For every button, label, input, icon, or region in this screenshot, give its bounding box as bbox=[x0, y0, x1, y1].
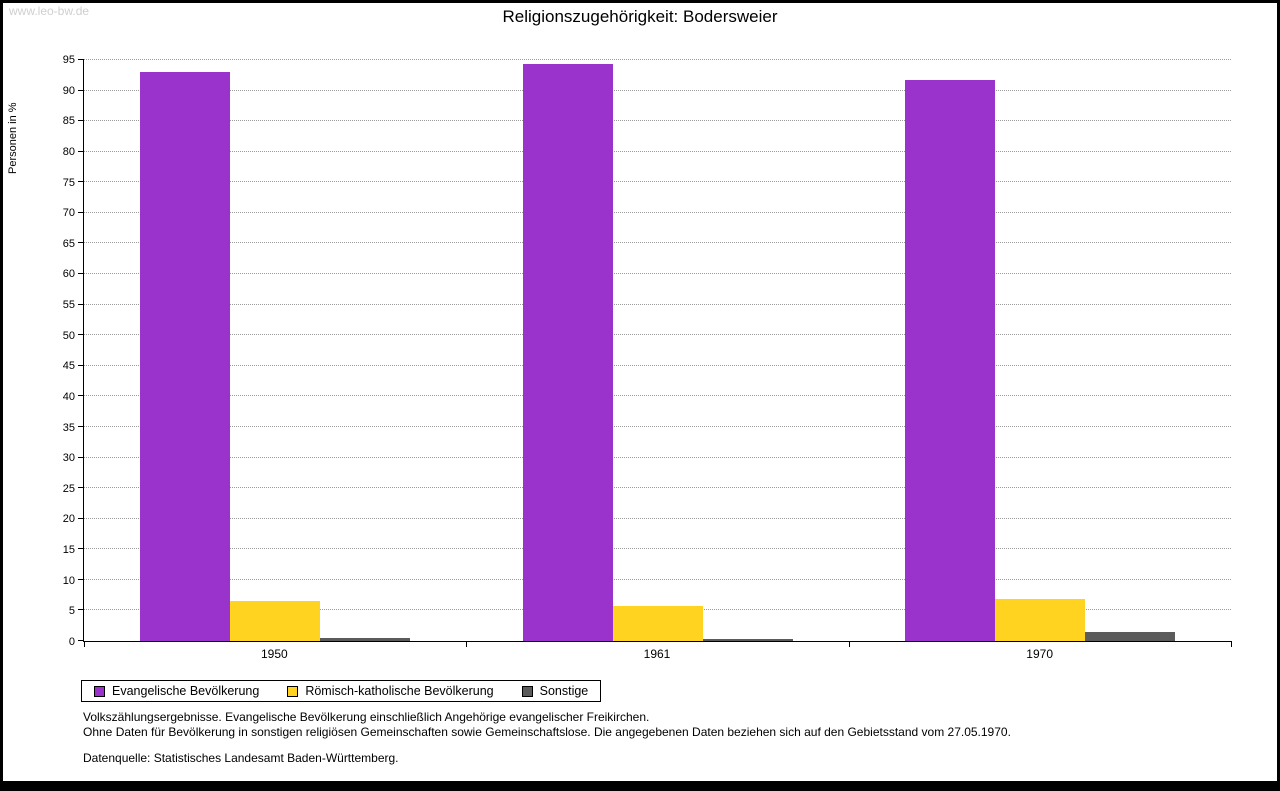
legend-swatch-icon bbox=[521, 685, 533, 697]
y-tick-label: 0 bbox=[68, 636, 75, 648]
y-tick-label: 80 bbox=[62, 145, 75, 158]
x-category-label: 1950 bbox=[260, 647, 288, 661]
y-tick bbox=[78, 181, 84, 183]
gridline bbox=[84, 548, 1231, 550]
y-tick-label: 65 bbox=[62, 237, 75, 250]
gridline bbox=[84, 59, 1231, 60]
legend-swatch-icon bbox=[94, 685, 105, 697]
bar-evangelische-bev-lkerung-1961 bbox=[522, 64, 613, 641]
legend: Evangelische Bevölkerung Römisch-katholis… bbox=[81, 680, 602, 702]
y-tick bbox=[78, 425, 84, 427]
legend-item-sonstige: Sonstige bbox=[521, 684, 589, 698]
x-category-label: 1961 bbox=[643, 647, 671, 661]
bar-sonstige-1961 bbox=[702, 639, 793, 641]
y-tick bbox=[78, 640, 84, 641]
bar-sonstige-1950 bbox=[320, 637, 411, 641]
x-tick bbox=[848, 641, 850, 647]
y-tick bbox=[78, 59, 84, 60]
x-tick bbox=[1231, 641, 1232, 647]
y-tick-label: 55 bbox=[62, 299, 75, 312]
x-category-label: 1970 bbox=[1026, 647, 1054, 661]
y-tick bbox=[78, 334, 84, 336]
x-axis-labels: 1950 1961 1970 bbox=[83, 647, 1231, 663]
footnote-line-1: Volkszählungsergebnisse. Evangelische Be… bbox=[83, 710, 650, 724]
y-tick bbox=[78, 211, 84, 213]
legend-swatch-icon bbox=[287, 685, 299, 697]
bar-sonstige-1970 bbox=[1084, 632, 1175, 641]
y-tick bbox=[78, 120, 84, 122]
y-tick bbox=[78, 609, 84, 611]
legend-label: Römisch-katholische Bevölkerung bbox=[305, 684, 494, 698]
y-tick-label: 30 bbox=[62, 452, 75, 465]
bar-r-misch-katholische-bev-lkerung-1970 bbox=[994, 598, 1085, 641]
gridline bbox=[84, 425, 1231, 427]
y-tick bbox=[78, 273, 84, 275]
gridline bbox=[84, 487, 1231, 489]
legend-label: Sonstige bbox=[539, 684, 589, 698]
y-tick-label: 75 bbox=[62, 176, 75, 189]
footnote-line-2: Ohne Daten für Bevölkerung in sonstigen … bbox=[83, 725, 1011, 739]
y-tick bbox=[78, 517, 84, 519]
y-tick-label: 60 bbox=[62, 268, 75, 281]
legend-label: Evangelische Bevölkerung bbox=[112, 684, 260, 698]
y-tick bbox=[78, 548, 84, 550]
y-tick-label: 10 bbox=[62, 574, 75, 587]
y-tick-label: 85 bbox=[62, 115, 75, 128]
y-tick-label: 5 bbox=[68, 605, 75, 618]
watermark-url: www.leo-bw.de bbox=[9, 4, 90, 18]
gridline bbox=[84, 395, 1231, 397]
y-tick bbox=[78, 487, 84, 489]
y-tick-label: 50 bbox=[62, 329, 75, 342]
bar-r-misch-katholische-bev-lkerung-1950 bbox=[230, 601, 321, 641]
y-tick bbox=[78, 89, 84, 91]
gridline bbox=[84, 273, 1231, 275]
gridline bbox=[84, 364, 1231, 366]
y-tick bbox=[78, 456, 84, 458]
y-tick-label: 15 bbox=[62, 544, 75, 557]
gridline bbox=[84, 181, 1231, 183]
y-tick-label: 45 bbox=[62, 360, 75, 373]
footnote-source: Datenquelle: Statistisches Landesamt Bad… bbox=[83, 751, 399, 765]
y-tick bbox=[78, 364, 84, 366]
y-tick-label: 95 bbox=[62, 54, 75, 66]
x-tick bbox=[84, 641, 85, 647]
gridline bbox=[84, 334, 1231, 336]
bar-evangelische-bev-lkerung-1950 bbox=[140, 72, 231, 641]
plot-area bbox=[78, 59, 1232, 647]
gridline bbox=[84, 303, 1231, 305]
y-tick-label: 20 bbox=[62, 513, 75, 526]
bar-r-misch-katholische-bev-lkerung-1961 bbox=[612, 606, 703, 641]
y-tick-label: 70 bbox=[62, 207, 75, 220]
y-tick bbox=[78, 150, 84, 152]
y-tick-label: 25 bbox=[62, 482, 75, 495]
footnotes: Volkszählungsergebnisse. Evangelische Be… bbox=[83, 710, 1011, 766]
bar-evangelische-bev-lkerung-1970 bbox=[904, 79, 995, 641]
y-tick-label: 90 bbox=[62, 84, 75, 97]
gridline bbox=[84, 211, 1231, 213]
y-tick bbox=[78, 395, 84, 397]
gridline bbox=[84, 120, 1231, 122]
y-tick-label: 35 bbox=[62, 421, 75, 434]
gridline bbox=[84, 242, 1231, 244]
x-tick bbox=[466, 641, 468, 647]
gridline bbox=[84, 578, 1231, 580]
legend-item-evangelische-bev-lkerung: Evangelische Bevölkerung bbox=[94, 684, 259, 698]
chart-title: Religionszugehörigkeit: Bodersweier bbox=[502, 7, 778, 26]
y-tick bbox=[78, 242, 84, 244]
gridline bbox=[84, 150, 1231, 152]
gridline bbox=[84, 456, 1231, 458]
y-tick bbox=[78, 303, 84, 305]
gridline bbox=[84, 517, 1231, 519]
gridline bbox=[84, 89, 1231, 91]
y-tick-label: 40 bbox=[62, 390, 75, 403]
y-tick bbox=[78, 578, 84, 580]
y-axis-labels: 0 5 10 15 20 25 30 35 40 45 50 55 60 65 70 75 80 85 90 95 bbox=[3, 54, 79, 648]
legend-item-r-misch-katholische-bev-lkerung: Römisch-katholische Bevölkerung bbox=[287, 684, 494, 698]
